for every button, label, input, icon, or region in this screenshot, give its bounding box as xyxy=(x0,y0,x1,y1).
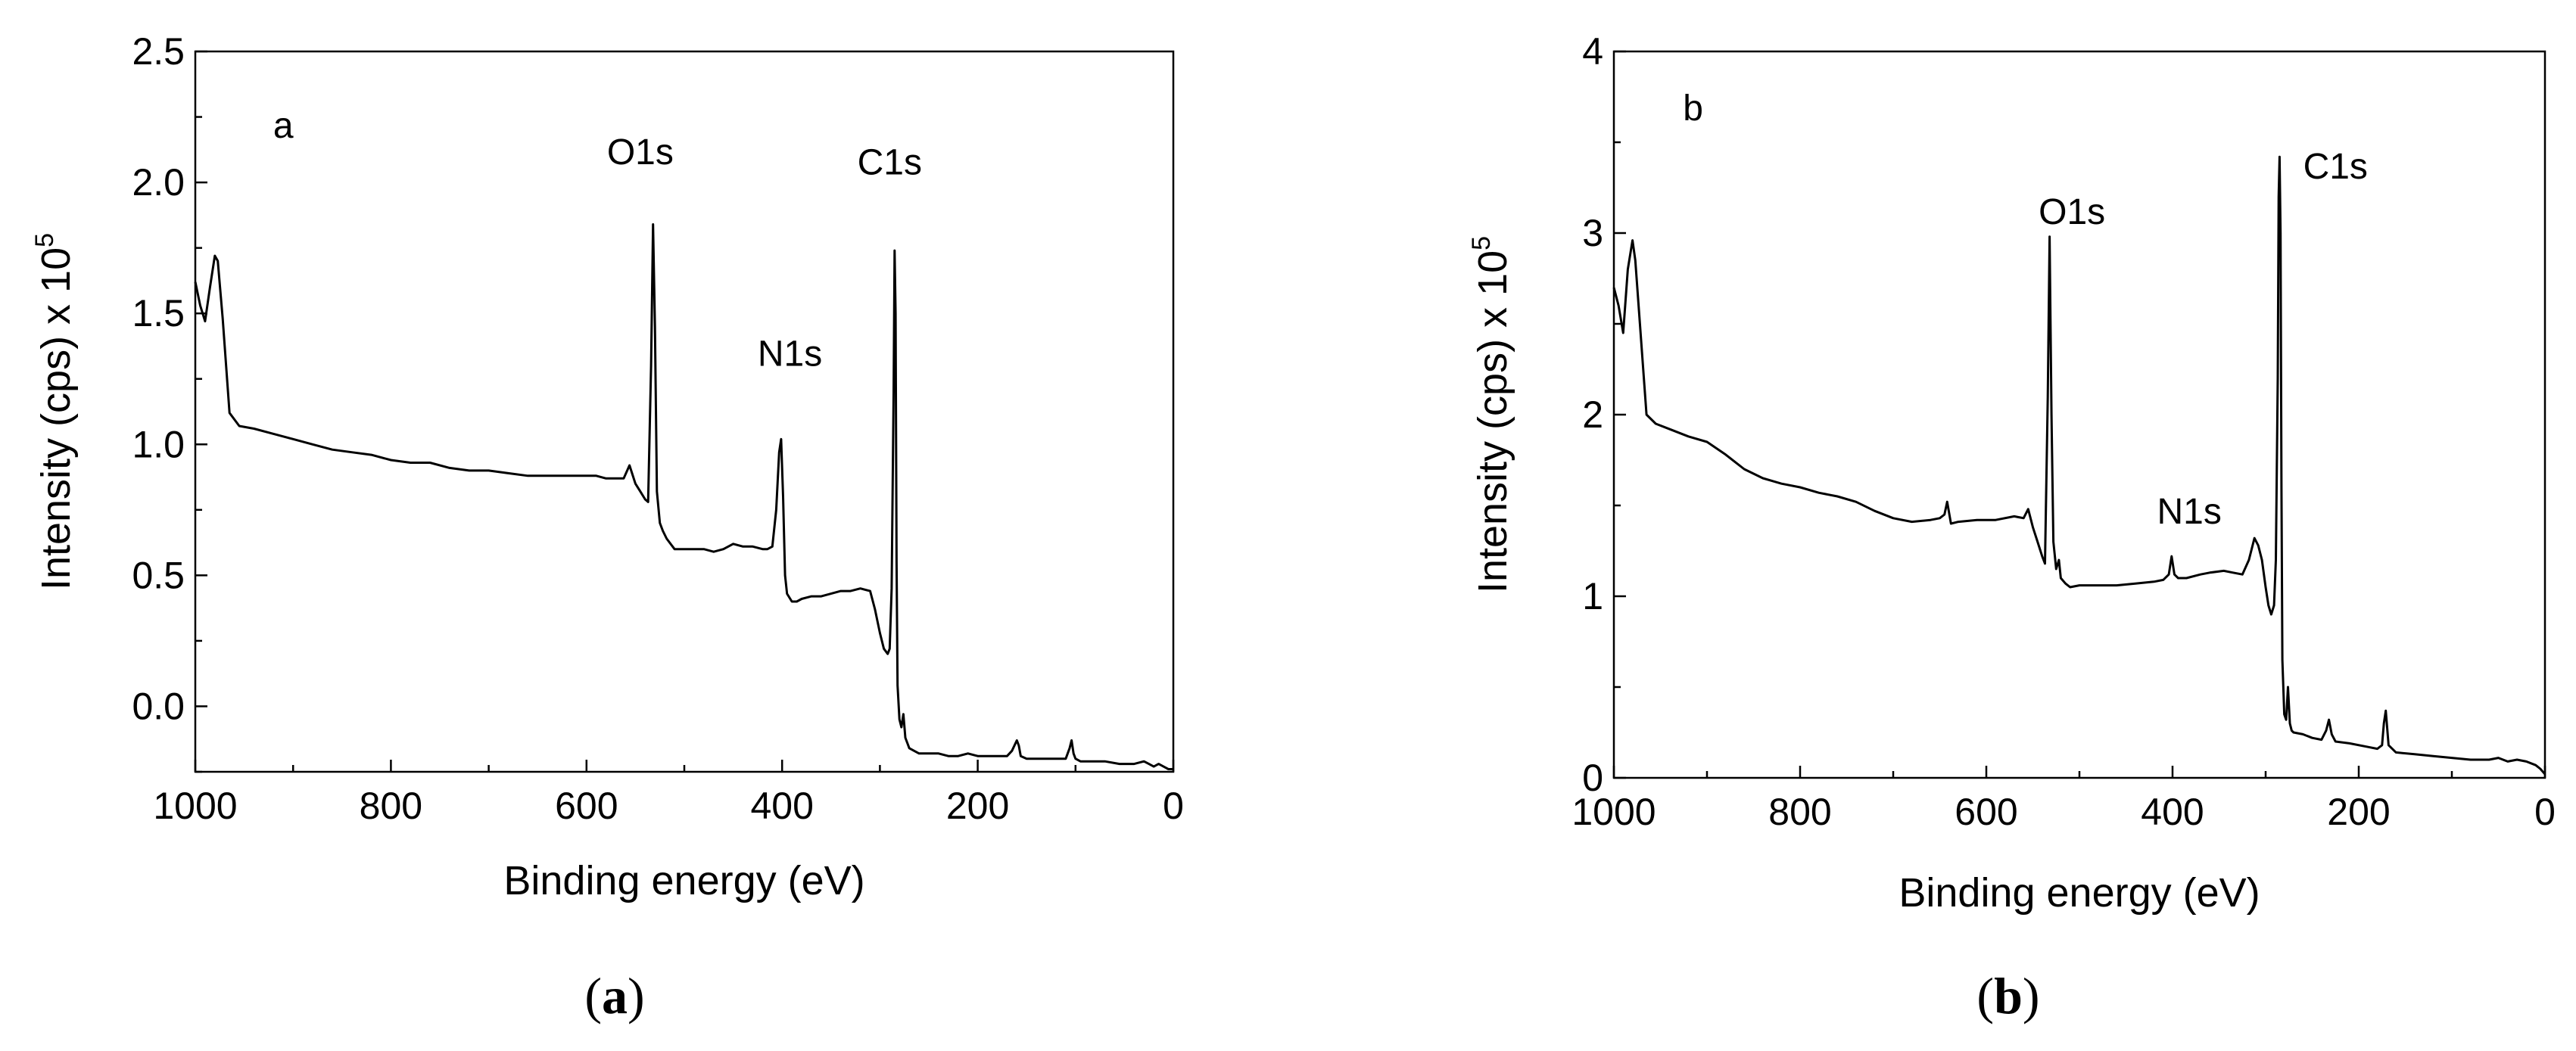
annotation-b-0: b xyxy=(1683,89,1703,129)
annotation-a-0: a xyxy=(273,106,294,146)
plot-frame-b xyxy=(1612,50,2546,779)
caption-letter-a: a xyxy=(602,967,628,1025)
caption-open-a: ( xyxy=(584,967,602,1025)
caption-close-a: ) xyxy=(628,967,645,1025)
caption-close-b: ) xyxy=(2023,967,2040,1025)
annotation-a-1: O1s xyxy=(607,132,674,173)
x-axis-title-a: Binding energy (eV) xyxy=(503,858,864,903)
y-axis-title-exp-b: 5 xyxy=(1467,236,1496,250)
caption-open-b: ( xyxy=(1976,967,1994,1025)
x-tick-label-b-0: 1000 xyxy=(1571,791,1656,833)
y-axis-title-main-b: Intensity (cps) x 10 xyxy=(1470,250,1515,593)
y-axis-title-a: Intensity (cps) x 105 xyxy=(30,233,79,590)
y-tick-label-b-2: 2 xyxy=(1582,393,1603,436)
x-tick-label-b-4: 200 xyxy=(2327,791,2390,833)
y-tick-label-b-0: 0 xyxy=(1582,757,1603,799)
series-b xyxy=(1612,155,2546,776)
ticks-b: 1000 800 600 400 200 0 0 1 2 3 4 xyxy=(1571,30,2556,833)
y-tick-label-a-1: 0.5 xyxy=(132,554,185,596)
y-tick-label-b-1: 1 xyxy=(1582,575,1603,617)
annotation-b-3: C1s xyxy=(2303,147,2368,187)
annotations-a: a O1s N1s C1s xyxy=(273,106,922,374)
x-tick-label-a-1: 800 xyxy=(360,785,422,827)
y-axis-title-exp-a: 5 xyxy=(30,233,59,247)
caption-b: (b) xyxy=(1976,967,2039,1025)
chart-panel-b: 1000 800 600 400 200 0 0 1 2 3 4 b O1s N1s C1s Bindin… xyxy=(1467,30,2556,1025)
annotation-a-3: C1s xyxy=(858,143,922,183)
x-tick-label-b-5: 0 xyxy=(2534,791,2556,833)
plot-frame-a xyxy=(194,50,1175,773)
x-tick-label-a-2: 600 xyxy=(555,785,618,827)
x-tick-label-a-5: 0 xyxy=(1163,785,1184,827)
series-a xyxy=(194,223,1173,770)
x-axis-title-b: Binding energy (eV) xyxy=(1899,870,2260,916)
x-tick-label-a-3: 400 xyxy=(750,785,813,827)
y-axis-title-main-a: Intensity (cps) x 10 xyxy=(33,247,79,590)
annotation-b-1: O1s xyxy=(2039,192,2105,232)
chart-panel-a: 1000 800 600 400 200 0 0.0 0.5 1.0 1.5 2.0 2.5 a O1s… xyxy=(30,30,1184,1025)
x-tick-label-a-0: 1000 xyxy=(153,785,237,827)
annotation-b-2: N1s xyxy=(2157,492,2221,532)
y-axis-title-b: Intensity (cps) x 105 xyxy=(1467,236,1515,593)
x-tick-label-b-2: 600 xyxy=(1955,791,2017,833)
x-tick-label-b-3: 400 xyxy=(2141,791,2204,833)
caption-letter-b: b xyxy=(1994,967,2023,1025)
y-tick-label-a-5: 2.5 xyxy=(132,30,185,73)
y-tick-label-b-4: 4 xyxy=(1582,30,1603,73)
y-tick-label-a-4: 2.0 xyxy=(132,161,185,204)
ticks-a: 1000 800 600 400 200 0 0.0 0.5 1.0 1.5 2.0 2.5 xyxy=(132,30,1183,827)
y-tick-label-b-3: 3 xyxy=(1582,212,1603,254)
y-tick-label-a-2: 1.0 xyxy=(132,423,185,465)
caption-a: (a) xyxy=(584,967,644,1025)
x-tick-label-a-4: 200 xyxy=(946,785,1009,827)
series-line-b-0 xyxy=(1612,155,2546,776)
y-tick-label-a-0: 0.0 xyxy=(132,685,185,727)
y-tick-label-a-3: 1.5 xyxy=(132,292,185,334)
x-tick-label-b-1: 800 xyxy=(1768,791,1831,833)
annotation-a-2: N1s xyxy=(758,334,822,374)
series-line-a-0 xyxy=(194,223,1173,770)
annotations-b: b O1s N1s C1s xyxy=(1683,89,2368,532)
